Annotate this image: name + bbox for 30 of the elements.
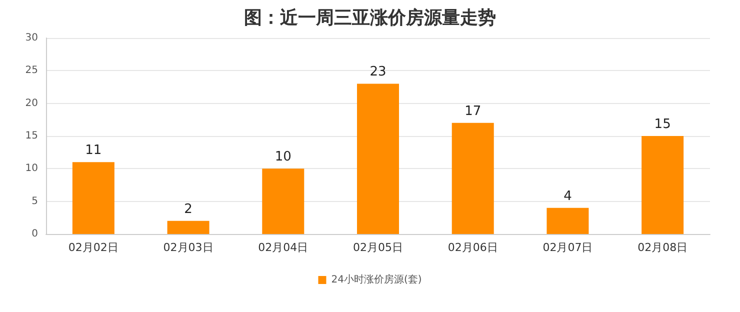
- x-tick-label: 02月02日: [68, 241, 118, 254]
- y-tick-label: 20: [25, 98, 38, 109]
- data-label: 23: [370, 64, 386, 80]
- x-tick-label: 02月05日: [353, 241, 403, 254]
- bar: [357, 84, 399, 234]
- bar: [546, 208, 589, 234]
- y-tick-label: 0: [32, 228, 38, 240]
- bar: [642, 136, 684, 234]
- data-label: 10: [274, 150, 292, 165]
- x-tick-label: 02月08日: [638, 241, 688, 254]
- y-tick-label: 10: [25, 163, 38, 174]
- bar: [262, 168, 304, 234]
- y-tick-label: 5: [32, 196, 38, 207]
- data-label: 11: [85, 143, 102, 158]
- data-label: 17: [464, 104, 482, 119]
- x-tick-label: 02月07日: [542, 241, 593, 254]
- x-tick-label: 02月06日: [448, 241, 498, 254]
- x-tick-label: 02月04日: [258, 241, 308, 254]
- bar: [72, 162, 114, 234]
- y-tick-label: 30: [25, 32, 38, 44]
- data-label: 2: [184, 202, 192, 217]
- x-tick-label: 02月03日: [163, 241, 214, 254]
- y-tick-label: 25: [25, 65, 38, 76]
- chart-title: 图：近一周三亚涨价房源量走势: [244, 8, 496, 28]
- data-label: 15: [654, 117, 671, 132]
- bar: [167, 220, 210, 234]
- bar: [452, 122, 494, 234]
- data-label: 4: [564, 188, 572, 204]
- legend-label: 24小时涨价房源(套): [331, 274, 422, 286]
- y-tick-label: 15: [25, 130, 38, 142]
